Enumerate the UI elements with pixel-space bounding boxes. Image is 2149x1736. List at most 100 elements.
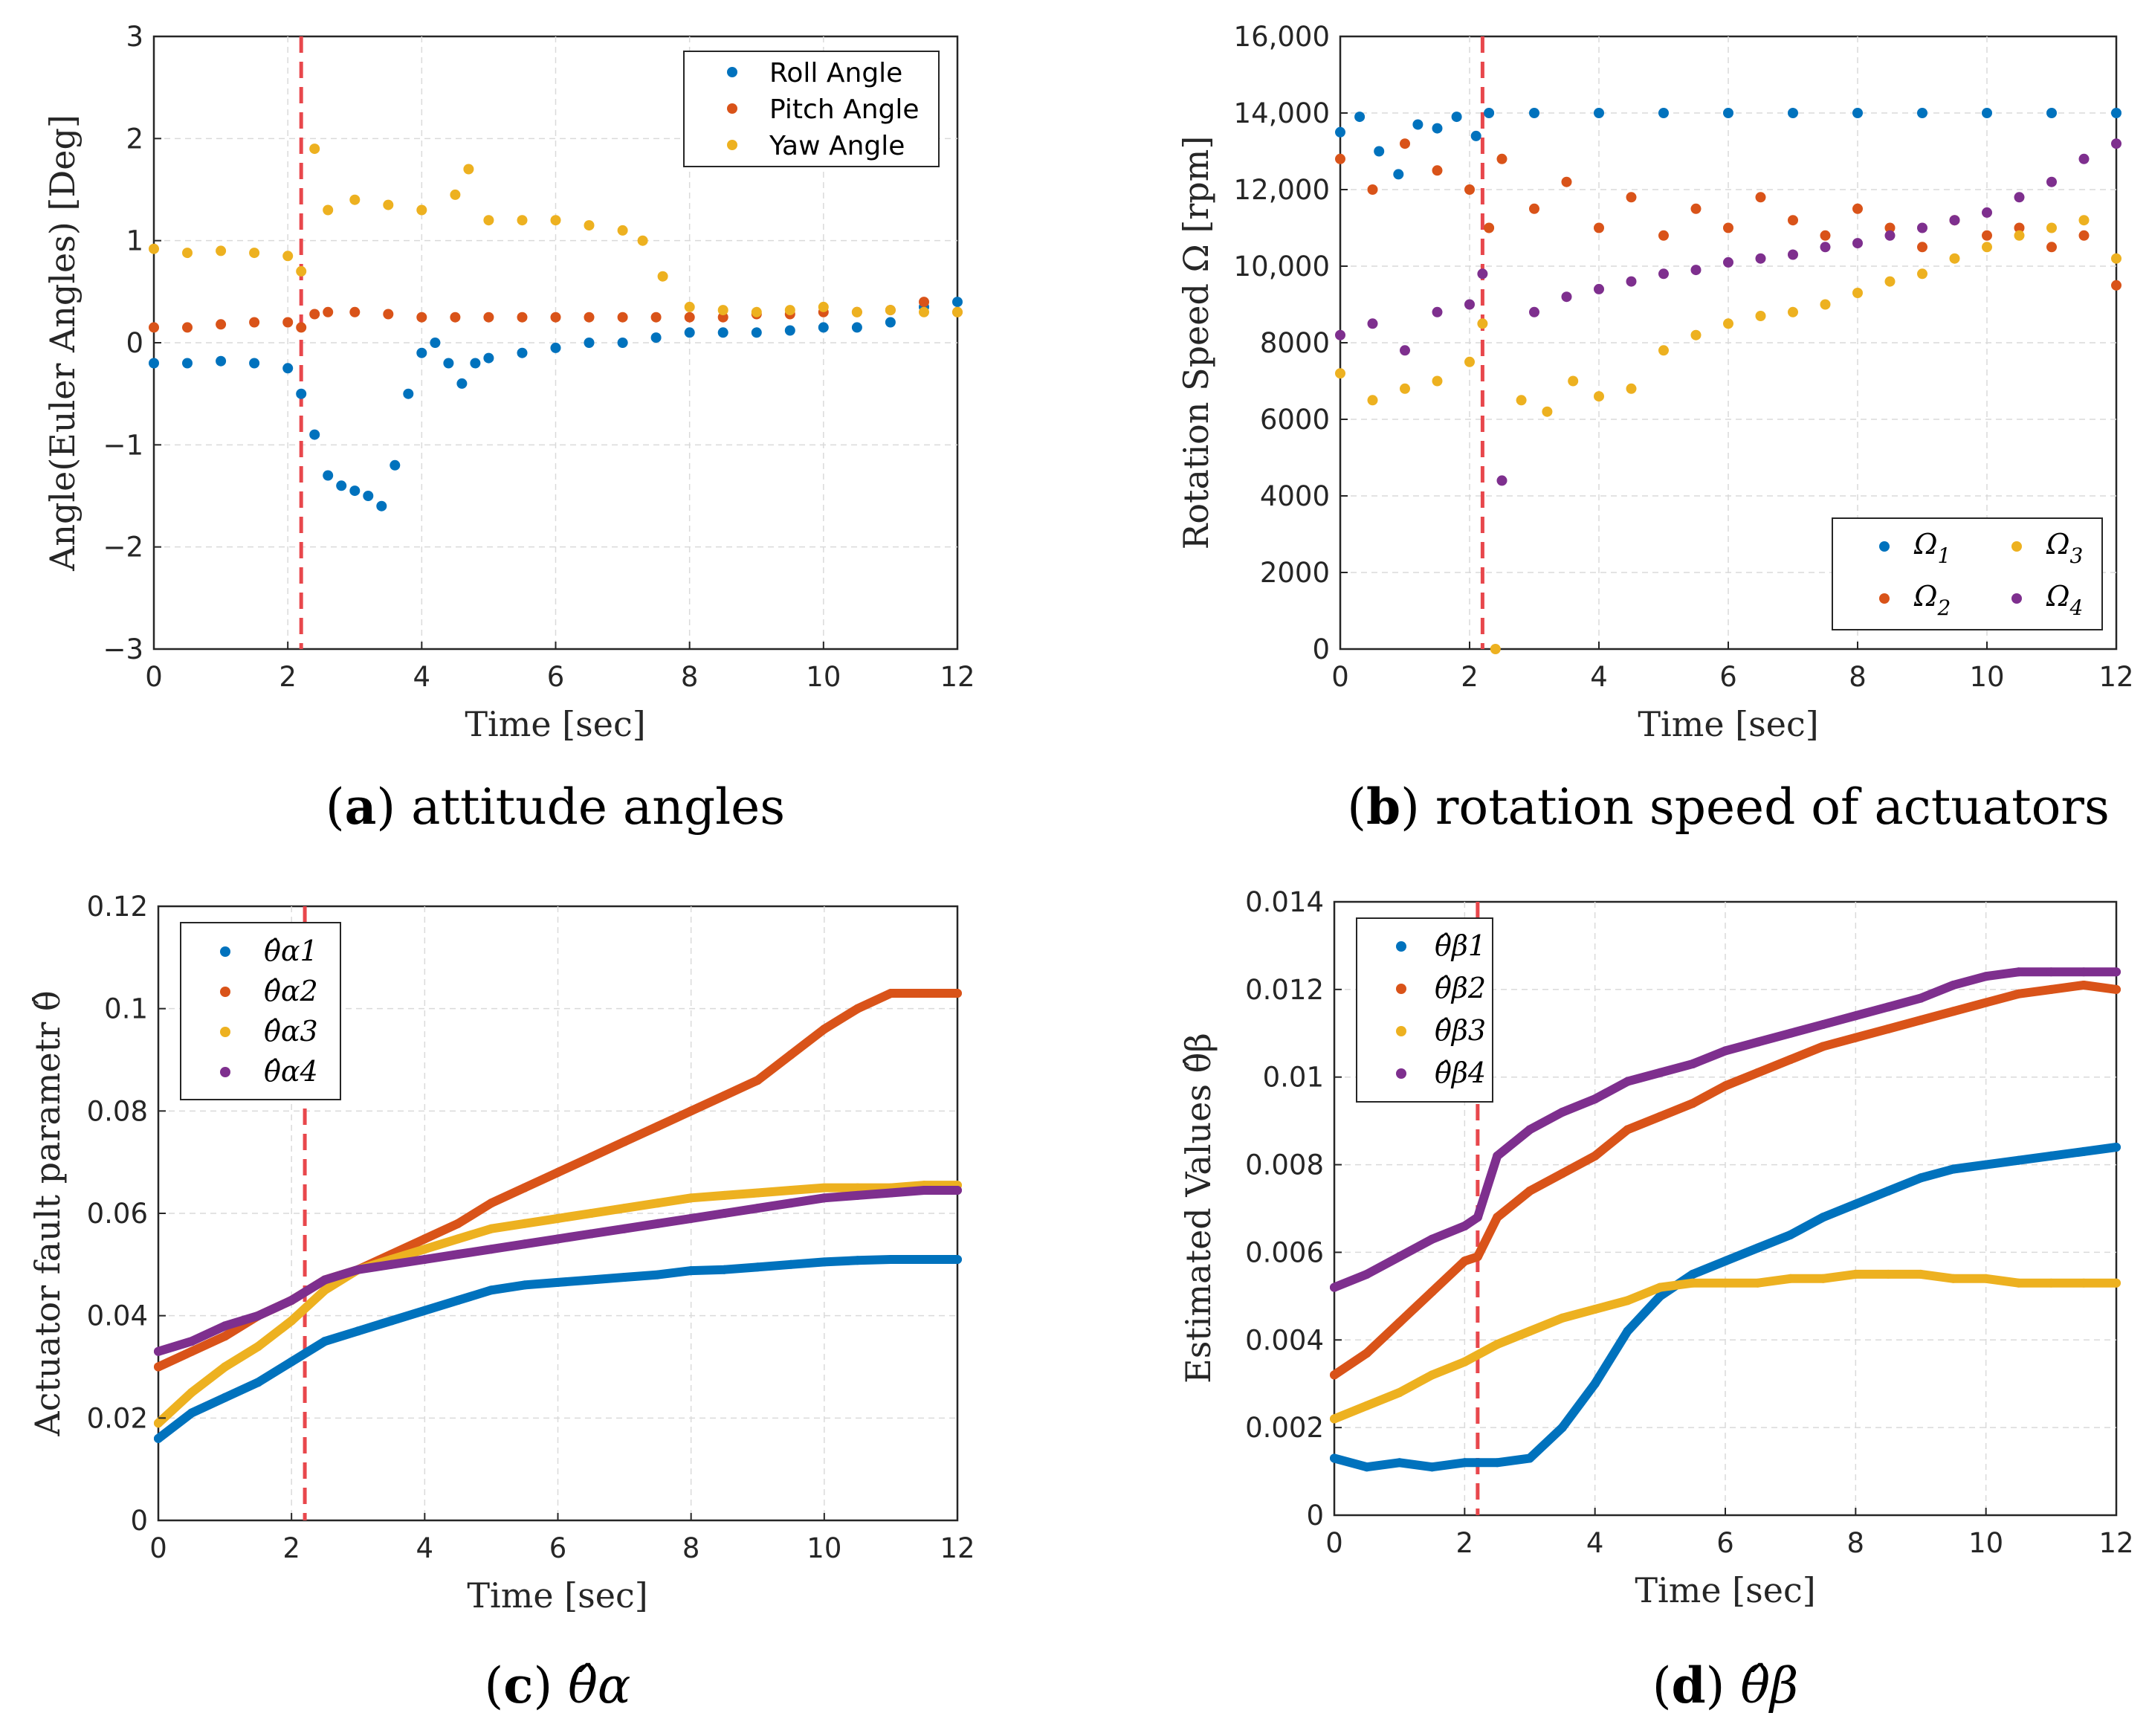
data-point	[1354, 112, 1366, 123]
panel-b-rotation-speed: 0 2 4 6 8 10 12 0 2000 4000 6000 8000 10,000 12,000 14…	[1176, 21, 2134, 836]
data-point	[420, 1255, 430, 1264]
data-point	[1753, 1037, 1762, 1047]
data-point	[1688, 1059, 1698, 1068]
data-point	[187, 1337, 196, 1346]
legend-label-omega1: Ω1	[1913, 528, 1951, 568]
data-point	[550, 342, 561, 353]
data-point	[1851, 1011, 1861, 1021]
xtick-label: 0	[1325, 1527, 1343, 1559]
data-point	[2078, 230, 2090, 241]
data-point	[1623, 1296, 1632, 1306]
caption-d: (d) θ̂β	[1652, 1656, 1799, 1714]
series-Ω4	[1335, 138, 2121, 486]
legend-label-omega4: Ω4	[2046, 580, 2083, 620]
data-point	[1884, 1269, 1893, 1279]
data-point	[1427, 1234, 1437, 1244]
data-point	[1493, 1213, 1502, 1222]
data-point	[953, 1255, 962, 1264]
caption-a: (a) attitude angles	[326, 778, 785, 836]
data-point	[684, 301, 695, 312]
data-point	[2111, 108, 2121, 118]
data-point	[2046, 984, 2056, 994]
data-point	[349, 306, 361, 317]
data-point	[2079, 967, 2089, 977]
data-point	[154, 1346, 163, 1356]
data-point	[686, 1106, 696, 1116]
data-point	[336, 480, 347, 491]
ytick-label: 0.08	[87, 1095, 148, 1127]
data-point	[952, 297, 963, 308]
data-point	[453, 1234, 463, 1244]
data-point	[1723, 222, 1733, 233]
data-point	[2112, 1143, 2121, 1152]
data-point	[650, 332, 662, 343]
data-point	[1786, 1055, 1795, 1065]
data-point	[1818, 1213, 1828, 1222]
data-point	[1626, 192, 1637, 203]
data-point	[786, 1050, 795, 1059]
data-point	[1496, 475, 1507, 486]
data-point	[1400, 345, 1410, 356]
data-point	[686, 1266, 696, 1276]
legend-marker-beta2	[1396, 984, 1406, 994]
data-point	[553, 1234, 563, 1244]
data-point	[1626, 383, 1637, 394]
data-point	[1721, 1278, 1730, 1288]
data-point	[1688, 1099, 1698, 1109]
data-point	[919, 306, 929, 317]
ytick-label: 0	[130, 1505, 148, 1537]
ylabel-b: Rotation Speed Ω [rpm]	[1176, 136, 1216, 550]
data-point	[1525, 1125, 1534, 1135]
data-point	[919, 297, 929, 308]
data-point	[154, 1433, 163, 1443]
data-point	[1557, 1423, 1567, 1433]
data-point	[720, 1190, 729, 1200]
data-point	[320, 1275, 329, 1285]
data-point	[1982, 207, 1992, 218]
data-point	[584, 338, 595, 348]
data-point	[1851, 1033, 1861, 1042]
data-point	[584, 312, 595, 323]
data-point	[1852, 108, 1863, 118]
data-point	[2014, 192, 2025, 203]
data-point	[520, 1219, 529, 1228]
xtick-label: 4	[1586, 1527, 1604, 1559]
data-point	[430, 338, 441, 348]
ylabel-d: Estimated Values θ̂β	[1178, 1033, 1218, 1384]
data-point	[1818, 1274, 1828, 1283]
data-point	[2112, 1278, 2121, 1288]
ytick-label: 0	[1312, 633, 1330, 665]
data-point	[1464, 356, 1475, 367]
data-point	[1395, 1317, 1404, 1327]
panel-d-theta-beta: 0 2 4 6 8 10 12 0 0.002 0.004 0.006 0.008 0.01 0.012 0…	[1178, 886, 2134, 1714]
data-point	[851, 306, 862, 317]
ytick-label: 10,000	[1234, 251, 1330, 283]
data-point	[1470, 130, 1481, 141]
data-point	[296, 265, 307, 277]
data-point	[1818, 1042, 1828, 1051]
data-point	[1590, 1151, 1600, 1161]
data-point	[216, 355, 227, 367]
data-point	[1884, 276, 1896, 287]
data-point	[420, 1234, 430, 1244]
series-θ̂β2	[1330, 981, 2121, 1380]
data-point	[620, 1273, 630, 1282]
data-point	[1590, 1379, 1600, 1389]
data-point	[416, 312, 427, 323]
data-point	[1561, 176, 1572, 187]
data-point	[617, 225, 628, 236]
data-point	[323, 306, 334, 317]
data-point	[383, 199, 394, 210]
data-point	[1473, 1252, 1482, 1262]
xtick-label: 2	[279, 661, 297, 693]
xtick-label: 8	[1849, 661, 1867, 693]
data-point	[1852, 288, 1863, 298]
data-point	[1427, 1287, 1437, 1297]
legend-marker-pitch	[727, 103, 737, 114]
legend-marker-omega2	[1879, 593, 1890, 604]
data-point	[220, 1321, 230, 1331]
data-point	[387, 1259, 396, 1269]
data-point	[717, 312, 728, 323]
legend-label-alpha3: θ̂α3	[264, 1015, 318, 1048]
data-point	[686, 1213, 696, 1223]
